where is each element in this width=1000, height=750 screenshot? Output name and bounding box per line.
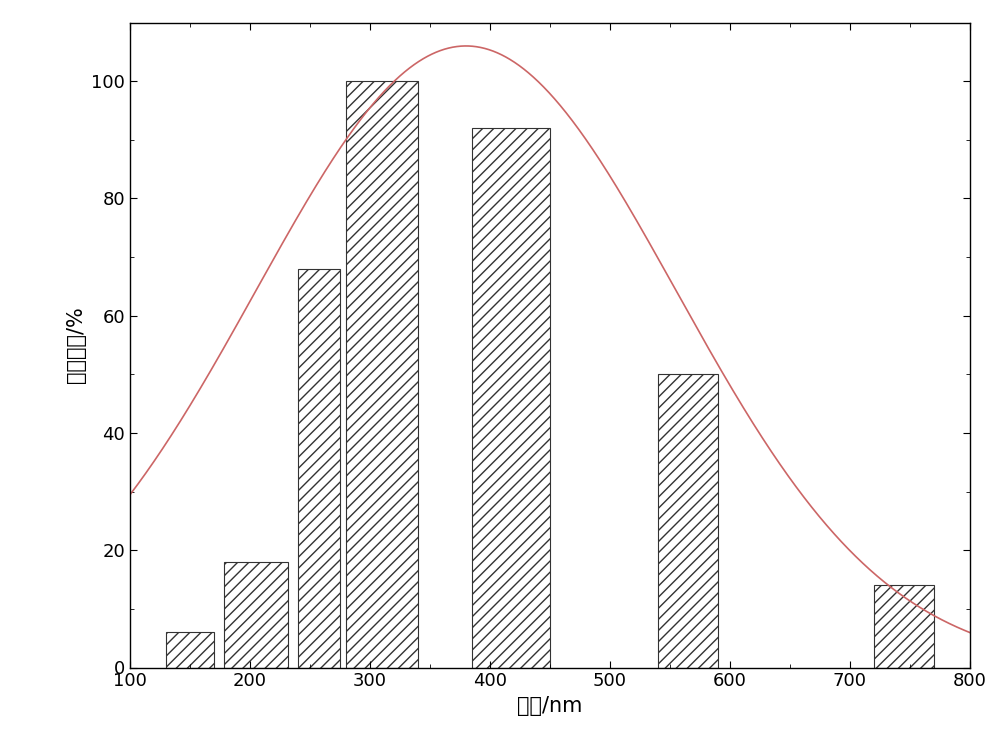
Bar — [346, 81, 418, 668]
Bar — [298, 268, 340, 668]
Bar — [658, 374, 718, 668]
Bar — [224, 562, 288, 668]
Bar — [874, 586, 934, 668]
X-axis label: 粒径/nm: 粒径/nm — [517, 696, 583, 716]
Bar — [166, 632, 214, 668]
Y-axis label: 相对密度/%: 相对密度/% — [66, 307, 86, 383]
Bar — [472, 128, 550, 668]
